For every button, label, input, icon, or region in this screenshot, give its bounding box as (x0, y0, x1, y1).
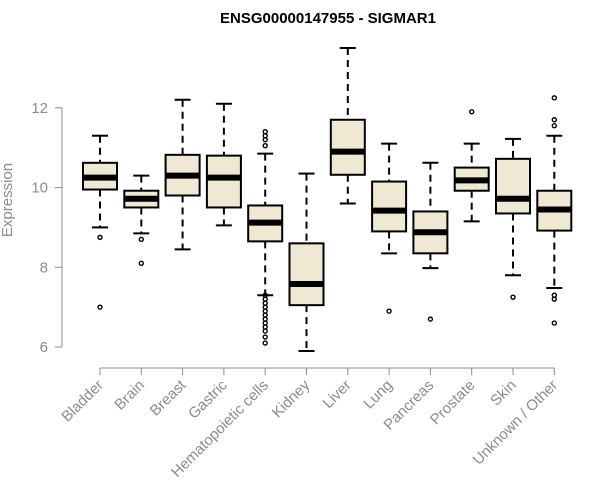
x-tick-label: Bladder (58, 377, 107, 426)
outlier-point (138, 260, 145, 266)
x-tick-label: Lung (360, 377, 396, 413)
outlier-point (262, 142, 268, 149)
outlier-point (97, 304, 103, 310)
outlier-point (469, 109, 475, 115)
box-prostate (453, 109, 490, 223)
outlier-point (427, 316, 434, 322)
box-liver (329, 46, 366, 205)
y-tick-label: 6 (40, 339, 48, 356)
y-tick-label: 10 (31, 180, 48, 197)
y-tick-label: 12 (31, 100, 48, 117)
outlier-point (551, 95, 557, 101)
box-iqr (329, 118, 366, 176)
chart-title: ENSG00000147955 - SIGMAR1 (220, 10, 436, 27)
outlier-point (262, 334, 268, 340)
box-kidney (288, 172, 325, 353)
outlier-point (510, 294, 516, 300)
outlier-point (551, 320, 557, 326)
x-tick-label: Kidney (269, 376, 314, 421)
box-bladder (82, 134, 118, 310)
box-gastric (205, 102, 242, 227)
box-iqr (288, 242, 325, 307)
x-tick-label: Brain (111, 377, 148, 414)
x-tick-label: Breast (147, 376, 190, 419)
y-axis-label: Expression (0, 163, 16, 237)
box-lung (371, 142, 408, 314)
x-tick-label: Skin (487, 377, 520, 410)
box-iqr (371, 180, 408, 233)
outlier-point (262, 136, 268, 143)
outlier-point (551, 117, 557, 123)
axes: 6 8 10 12 (31, 100, 555, 375)
y-tick-label: 8 (40, 259, 48, 276)
outlier-point (138, 236, 145, 243)
box-hematopoietic-cells (247, 129, 284, 346)
box-brain (123, 174, 160, 266)
box-iqr (205, 154, 242, 209)
x-tick-label: Prostate (427, 377, 479, 429)
box-breast (164, 98, 201, 251)
outlier-point (551, 296, 557, 302)
outlier-point (386, 308, 392, 314)
outlier-point (262, 340, 268, 346)
outlier-point (97, 234, 103, 241)
boxes-group (82, 46, 573, 353)
outlier-point (262, 328, 268, 334)
box-pancreas (412, 161, 449, 322)
box-iqr (495, 157, 531, 215)
box-skin (495, 137, 531, 300)
x-tick-label: Liver (320, 377, 355, 412)
box-unknown-other (536, 95, 573, 326)
outlier-point (551, 123, 557, 129)
